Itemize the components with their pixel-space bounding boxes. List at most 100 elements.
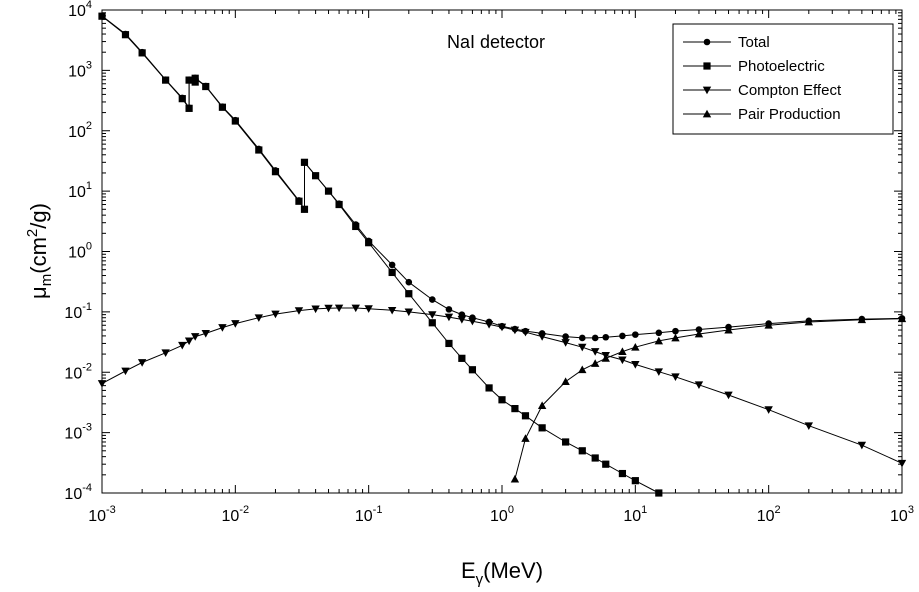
data-point-total bbox=[405, 278, 413, 286]
data-point-compton-effect bbox=[137, 359, 147, 367]
data-point-photoelectric bbox=[458, 354, 466, 362]
data-point-photoelectric bbox=[485, 384, 493, 392]
x-axis-title: Eγ(MeV) bbox=[461, 558, 543, 588]
data-point-photoelectric bbox=[388, 268, 396, 277]
data-point-total bbox=[591, 334, 599, 342]
series-line-pair-production bbox=[514, 318, 903, 480]
data-point-compton-effect bbox=[804, 422, 814, 430]
x-tick-label: 10-1 bbox=[355, 504, 383, 525]
data-point-photoelectric bbox=[365, 239, 373, 247]
series-line-compton-effect bbox=[101, 307, 903, 464]
data-point-photoelectric bbox=[521, 412, 530, 420]
data-point-photoelectric bbox=[231, 117, 239, 125]
data-point-compton-effect bbox=[121, 367, 130, 376]
data-point-photoelectric bbox=[312, 172, 320, 180]
data-point-photoelectric bbox=[498, 396, 506, 404]
data-point-compton-effect bbox=[510, 326, 520, 335]
series-layer bbox=[97, 12, 907, 497]
data-point-pair-production bbox=[804, 317, 814, 326]
data-point-photoelectric bbox=[562, 438, 570, 446]
data-point-photoelectric bbox=[162, 76, 170, 84]
data-point-photoelectric bbox=[255, 146, 263, 154]
data-point-photoelectric bbox=[191, 74, 199, 82]
data-point-compton-effect bbox=[387, 306, 397, 315]
data-point-photoelectric bbox=[324, 187, 333, 195]
series-photoelectric bbox=[98, 12, 663, 497]
series-pair-production bbox=[510, 314, 907, 483]
data-point-total bbox=[695, 326, 703, 333]
data-point-compton-effect bbox=[324, 304, 333, 313]
data-point-compton-effect bbox=[521, 328, 530, 337]
data-point-pair-production bbox=[764, 321, 773, 329]
data-point-total bbox=[602, 333, 610, 341]
legend: Total Photoelectric Compton Effect Pair Pro… bbox=[672, 23, 894, 135]
data-point-compton-effect bbox=[561, 339, 570, 347]
data-point-photoelectric bbox=[218, 103, 227, 111]
legend-marker bbox=[703, 38, 711, 46]
series-compton-effect bbox=[97, 304, 907, 468]
y-tick-label: 10-4 bbox=[64, 482, 92, 503]
data-point-photoelectric bbox=[468, 366, 477, 374]
data-point-compton-effect bbox=[857, 441, 867, 450]
x-tick-label: 102 bbox=[757, 504, 781, 525]
data-point-compton-effect bbox=[764, 406, 773, 414]
legend-label: Pair Production bbox=[738, 106, 841, 123]
data-point-pair-production bbox=[654, 336, 664, 345]
y-axis-title-mid: (cm bbox=[26, 237, 51, 274]
data-point-compton-effect bbox=[578, 343, 587, 352]
data-point-pair-production bbox=[618, 347, 627, 355]
data-point-compton-effect bbox=[654, 368, 664, 376]
legend-label: Compton Effect bbox=[738, 82, 842, 99]
data-point-photoelectric bbox=[191, 78, 199, 86]
data-point-compton-effect bbox=[631, 360, 640, 369]
data-point-total bbox=[655, 329, 663, 337]
data-point-total bbox=[562, 333, 569, 340]
x-axis-title-sub: γ bbox=[476, 571, 484, 588]
legend-item-compton-effect: Compton Effect bbox=[683, 82, 842, 99]
data-point-compton-effect bbox=[457, 316, 467, 324]
data-point-compton-effect bbox=[294, 307, 304, 315]
data-point-photoelectric bbox=[202, 82, 210, 91]
series-line-photoelectric bbox=[101, 15, 660, 494]
data-point-photoelectric bbox=[178, 95, 186, 103]
data-point-photoelectric bbox=[428, 319, 436, 327]
y-tick-label: 10-3 bbox=[64, 422, 92, 443]
data-point-photoelectric bbox=[121, 31, 130, 39]
data-point-compton-effect bbox=[231, 320, 240, 328]
legend-item-pair-production: Pair Production bbox=[683, 106, 841, 123]
data-point-photoelectric bbox=[300, 205, 309, 213]
y-axis-title-rest: /g) bbox=[26, 203, 51, 229]
data-point-total bbox=[388, 261, 396, 269]
data-point-photoelectric bbox=[185, 104, 193, 112]
x-tick-label: 103 bbox=[890, 504, 914, 525]
data-point-photoelectric bbox=[511, 404, 519, 413]
data-point-photoelectric bbox=[352, 222, 360, 231]
data-point-pair-production bbox=[537, 401, 547, 410]
x-tick-label: 101 bbox=[623, 504, 647, 525]
data-point-pair-production bbox=[578, 365, 587, 374]
y-axis-title: μm(cm2/g) bbox=[24, 203, 55, 299]
data-point-photoelectric bbox=[591, 454, 599, 462]
legend-items: Total Photoelectric Compton Effect Pair Pro… bbox=[683, 34, 842, 123]
data-point-pair-production bbox=[590, 359, 600, 367]
data-point-photoelectric bbox=[98, 12, 106, 20]
data-point-pair-production bbox=[857, 315, 867, 324]
data-point-compton-effect bbox=[178, 341, 187, 350]
data-point-compton-effect bbox=[351, 304, 360, 313]
legend-label: Photoelectric bbox=[738, 58, 825, 75]
data-point-photoelectric bbox=[138, 49, 146, 57]
data-point-compton-effect bbox=[161, 349, 170, 357]
data-point-compton-effect bbox=[537, 333, 547, 341]
data-point-pair-production bbox=[897, 314, 907, 323]
y-tick-label: 104 bbox=[68, 0, 92, 20]
data-point-pair-production bbox=[671, 333, 680, 342]
data-point-photoelectric bbox=[631, 477, 639, 485]
data-point-compton-effect bbox=[590, 348, 600, 356]
data-point-compton-effect bbox=[484, 321, 494, 329]
y-tick-label: 100 bbox=[68, 241, 92, 262]
y-tick-label: 101 bbox=[68, 180, 92, 201]
legend-marker bbox=[702, 109, 712, 118]
data-point-total bbox=[578, 334, 586, 342]
data-point-pair-production bbox=[561, 377, 570, 386]
